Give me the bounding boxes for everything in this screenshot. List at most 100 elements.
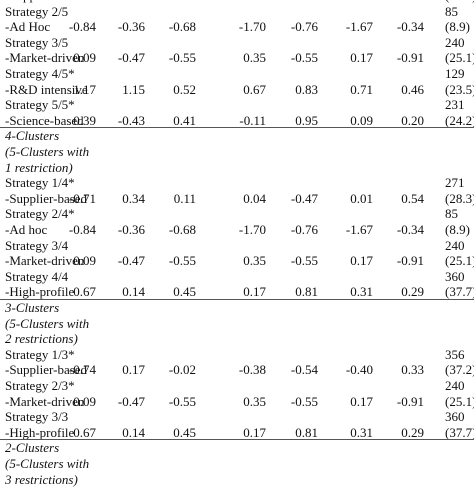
cell-value: 0.35 [243, 253, 266, 269]
cell-value: -0.91 [396, 50, 424, 66]
profile-label: -Market-driven [5, 393, 85, 409]
cell-value: 0.46 [401, 81, 424, 97]
cell-value: 0.17 [350, 253, 373, 269]
cell-value: 0.52 [173, 81, 196, 97]
section-rule [0, 127, 474, 129]
cell-value: 1.17 [73, 81, 96, 97]
cell-value: 0.67 [73, 424, 96, 440]
cell-value: 0.29 [401, 284, 424, 300]
cell-value: 0.83 [295, 81, 318, 97]
cluster-count: 129 [445, 66, 465, 81]
cell-value: -1.70 [238, 19, 266, 35]
cell-value: 0.35 [243, 50, 266, 66]
profile-label: -Ad hoc [5, 222, 48, 237]
section-heading: 2 restrictions) [5, 331, 78, 347]
cell-value: -0.47 [290, 190, 318, 206]
cluster-share: (25.1) [445, 253, 474, 269]
cell-value: 0.31 [350, 424, 373, 440]
cluster-share: (37.7) [445, 424, 474, 440]
cluster-share: (37.2) [445, 362, 474, 378]
cell-value: 0.45 [173, 424, 196, 440]
cell-value: 0.11 [173, 190, 196, 206]
cluster-share: (8.9) [445, 222, 470, 237]
cell-value: -0.84 [68, 19, 96, 35]
cluster-share: (25.1) [445, 393, 474, 409]
cluster-count: 85 [445, 3, 458, 19]
cluster-count: 240 [445, 237, 465, 253]
strategy-label: Strategy 2/5 [5, 3, 69, 19]
profile-label: -Ad Hoc [5, 19, 51, 35]
cell-value: -0.76 [290, 222, 318, 237]
cell-value: 0.71 [350, 81, 373, 97]
cell-value: 0.29 [401, 424, 424, 440]
cell-value: 0.54 [401, 190, 424, 206]
cluster-count: 240 [445, 378, 465, 393]
profile-label: -Supplier-based [5, 362, 88, 378]
cell-value: 0.20 [401, 112, 424, 128]
cell-value: -0.55 [290, 393, 318, 409]
profile-label: -High-profile [5, 424, 75, 440]
cell-value: 1.15 [122, 81, 145, 97]
profile-label: -Supplier-based [5, 0, 87, 4]
cell-value: -0.55 [168, 393, 196, 409]
cell-value: 0.67 [243, 81, 266, 97]
cell-value: -1.67 [345, 19, 373, 35]
section-rule [0, 439, 474, 441]
strategy-label: Strategy 1/3* [5, 346, 75, 362]
section-rule [0, 299, 474, 300]
cell-value: -0.38 [238, 362, 266, 378]
cell-value: 0.14 [122, 284, 145, 300]
strategy-label: Strategy 5/5* [5, 97, 75, 113]
cell-value: -0.68 [168, 222, 196, 237]
cell-value: -0.55 [168, 50, 196, 66]
cluster-share: (23.5) [445, 81, 474, 97]
strategy-label: Strategy 3/4 [5, 237, 69, 253]
cell-value: -0.91 [396, 253, 424, 269]
cluster-count: 231 [445, 97, 465, 113]
cell-value: -0.74 [68, 362, 96, 378]
section-heading: (5-Clusters with [5, 144, 90, 159]
cell-value: 0.17 [122, 362, 145, 378]
cell-value: -0.47 [117, 50, 145, 66]
profile-label: -Market-driven [5, 253, 85, 269]
cluster-share: (8.9) [445, 19, 470, 35]
section-heading: 1 restriction) [5, 159, 73, 175]
cell-value: -1.70 [238, 222, 266, 237]
cell-value: 0.34 [122, 190, 145, 206]
cell-value: -0.34 [396, 222, 424, 237]
section-heading: (5-Clusters with [5, 456, 90, 471]
cluster-share: (25.1) [445, 50, 474, 66]
section-heading: 3-Clusters [5, 300, 60, 315]
cell-value: 0.17 [350, 393, 373, 409]
cell-value: 0.09 [350, 112, 373, 128]
cell-value: 0.33 [401, 362, 424, 378]
profile-label: -Market-driven [5, 50, 85, 66]
cell-value: 0.09 [73, 253, 96, 269]
cell-value: 0.17 [243, 424, 266, 440]
profile-label: -R&D intensive [5, 81, 88, 97]
cell-value: 0.09 [73, 393, 96, 409]
strategy-label: Strategy 1/4* [5, 175, 75, 191]
cell-value: -0.68 [168, 19, 196, 35]
cluster-share: (28.3) [445, 0, 474, 4]
cell-value: 0.45 [173, 284, 196, 300]
cluster-count: 85 [445, 206, 458, 222]
strategy-label: Strategy 4/4 [5, 268, 69, 284]
cluster-count: 360 [445, 268, 465, 284]
strategy-label: Strategy 2/4* [5, 206, 75, 222]
cell-value: -0.47 [117, 393, 145, 409]
section-heading: (5-Clusters with [5, 315, 90, 331]
cell-value: -0.55 [290, 50, 318, 66]
cell-value: -0.54 [290, 362, 318, 378]
cell-value: 0.04 [243, 190, 266, 206]
cell-value: 0.39 [73, 112, 96, 128]
cell-value: -0.71 [68, 190, 96, 206]
cell-value: 0.81 [295, 284, 318, 300]
profile-label: -High-profile [5, 284, 75, 300]
section-heading: 2-Clusters [5, 440, 60, 456]
strategy-label: Strategy 3/3 [5, 409, 69, 425]
profile-label: -Supplier-based [5, 190, 88, 206]
section-heading: 4-Clusters [5, 128, 60, 144]
cell-value: -0.11 [239, 112, 266, 128]
